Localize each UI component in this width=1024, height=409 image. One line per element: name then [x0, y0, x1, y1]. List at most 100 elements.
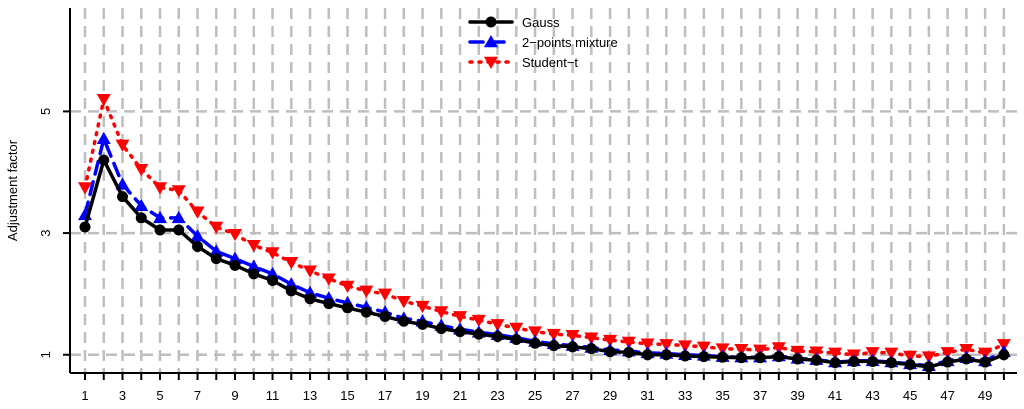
data-point	[885, 357, 897, 369]
data-point	[792, 353, 804, 365]
data-point	[173, 224, 185, 236]
data-point	[565, 330, 580, 343]
data-point	[96, 94, 111, 107]
data-point	[510, 334, 522, 346]
data-point	[209, 244, 224, 257]
data-point	[810, 354, 822, 366]
data-point	[417, 318, 429, 330]
data-point	[154, 224, 166, 236]
x-tick-label: 11	[266, 388, 280, 403]
data-point	[434, 306, 449, 319]
data-point	[960, 353, 972, 365]
data-point	[717, 351, 729, 363]
data-point	[923, 361, 935, 373]
x-tick-label: 9	[231, 388, 238, 403]
data-point	[171, 210, 186, 224]
data-point	[959, 344, 974, 357]
x-tick-label: 21	[453, 388, 467, 403]
x-tick-label: 49	[978, 388, 992, 403]
data-point	[321, 273, 336, 286]
data-point	[735, 352, 747, 364]
x-tick-label: 35	[715, 388, 729, 403]
data-point	[809, 346, 824, 359]
data-point	[829, 357, 841, 369]
data-point	[78, 182, 93, 195]
data-point	[640, 338, 655, 351]
data-point	[246, 259, 261, 272]
data-point	[734, 344, 749, 357]
x-tick-label: 17	[378, 388, 392, 403]
series-1	[78, 131, 1011, 371]
y-axis-title: Adjustment factor	[5, 139, 20, 241]
data-point	[529, 337, 541, 349]
x-tick-label: 15	[340, 388, 354, 403]
data-point	[865, 347, 880, 360]
data-point	[698, 351, 710, 363]
data-point	[642, 349, 654, 361]
data-point	[471, 314, 486, 328]
legend: Gauss 2−points mixture Student−t	[468, 15, 618, 70]
data-point	[342, 302, 354, 314]
data-point	[209, 221, 224, 234]
data-point	[696, 341, 711, 354]
x-tick-label: 5	[156, 388, 163, 403]
data-point	[485, 16, 497, 28]
data-point	[134, 163, 149, 177]
data-point	[303, 265, 318, 278]
data-point	[584, 332, 599, 345]
data-point	[360, 306, 372, 318]
data-point	[903, 350, 918, 363]
data-point	[679, 350, 691, 362]
data-point	[96, 131, 111, 145]
data-point	[603, 334, 618, 348]
data-point	[248, 268, 260, 280]
data-point	[246, 240, 261, 253]
x-tick-label: 37	[753, 388, 767, 403]
data-point	[546, 328, 561, 342]
data-point	[378, 288, 393, 301]
x-tick-label: 39	[790, 388, 804, 403]
data-point	[659, 339, 674, 352]
data-point	[509, 322, 524, 335]
grid-lines	[70, 8, 1017, 373]
x-tick-label: 25	[528, 388, 542, 403]
x-tick-label: 31	[640, 388, 654, 403]
x-tick-label: 27	[565, 388, 579, 403]
x-tick-label: 33	[678, 388, 692, 403]
data-point	[265, 247, 280, 260]
data-point	[210, 253, 222, 265]
x-tick-label: 1	[81, 388, 88, 403]
series-line	[83, 158, 1006, 369]
data-point	[904, 358, 916, 370]
data-point	[715, 343, 730, 356]
data-point	[484, 56, 498, 69]
data-point	[754, 352, 766, 364]
data-point	[285, 285, 297, 297]
data-point	[940, 347, 955, 360]
data-point	[604, 346, 616, 358]
legend-label: Student−t	[522, 55, 578, 70]
data-point	[135, 212, 147, 224]
y-tick-label: 5	[38, 108, 53, 115]
data-point	[978, 347, 993, 360]
x-tick-label: 23	[490, 388, 504, 403]
data-point	[473, 328, 485, 340]
data-point	[484, 35, 498, 48]
data-point	[490, 319, 505, 332]
series-line	[83, 137, 1006, 368]
series-2	[78, 94, 1011, 364]
data-point	[921, 351, 936, 364]
x-tick-label: 19	[415, 388, 429, 403]
data-point	[585, 343, 597, 355]
data-point	[942, 356, 954, 368]
data-point	[621, 336, 636, 349]
data-point	[567, 341, 579, 353]
data-point	[134, 198, 149, 211]
data-point	[415, 300, 430, 314]
data-point	[548, 340, 560, 352]
data-point	[190, 206, 205, 219]
data-point	[228, 229, 243, 242]
series-line	[83, 97, 1006, 359]
data-point	[153, 182, 168, 195]
